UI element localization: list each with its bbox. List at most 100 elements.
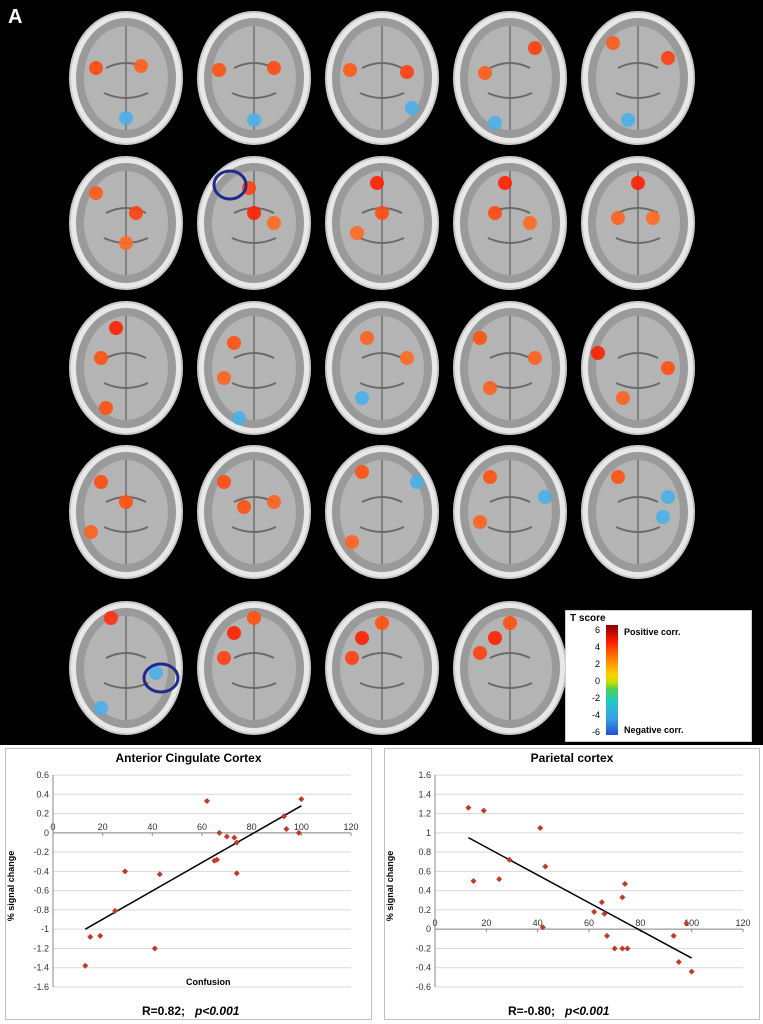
sulci	[359, 652, 405, 689]
data-point	[223, 833, 230, 840]
brain-slice	[322, 153, 443, 290]
y-tick-label: 1.6	[418, 770, 431, 780]
activation-blob	[94, 701, 108, 715]
data-point	[542, 863, 549, 870]
activation-blob	[410, 475, 424, 489]
data-point	[619, 945, 626, 952]
parietal-plot-area: -0.6-0.4-0.200.20.40.60.811.21.41.60 20 40…	[415, 770, 750, 992]
activation-blob	[400, 65, 414, 79]
activation-blob	[94, 475, 108, 489]
positive-corr-label: Positive corr.	[624, 627, 681, 637]
brain-slice	[66, 153, 187, 290]
activation-blob	[212, 63, 226, 77]
y-tick-label: -0.6	[415, 982, 431, 992]
brain-slice	[450, 442, 571, 579]
data-point	[537, 825, 544, 831]
brain-slice	[66, 442, 187, 579]
activation-blob	[616, 391, 630, 405]
y-tick-label: -0.4	[415, 963, 431, 973]
brain-slice	[194, 153, 315, 290]
activation-blob	[104, 611, 118, 625]
activation-blob	[621, 113, 635, 127]
data-point	[601, 910, 608, 917]
activation-blob	[267, 61, 281, 75]
activation-blob	[400, 351, 414, 365]
brain-slice-image	[325, 11, 439, 145]
sulci	[231, 652, 277, 689]
brain-slice-image	[197, 301, 311, 435]
x-tick-label: 0	[432, 918, 437, 928]
data-point	[283, 825, 290, 832]
colorbar-tick: 4	[594, 642, 600, 652]
activation-blob	[355, 391, 369, 405]
brain-slice-image	[69, 11, 183, 145]
activation-blob	[217, 651, 231, 665]
data-point	[122, 868, 129, 875]
chart-title: Anterior Cingulate Cortex	[115, 751, 262, 765]
data-point	[675, 958, 682, 965]
brain-slice	[450, 298, 571, 435]
activation-blob	[473, 515, 487, 529]
activation-blob	[656, 510, 670, 524]
y-tick-label: 0	[44, 828, 49, 838]
activation-blob	[360, 331, 374, 345]
sulci	[615, 352, 661, 389]
data-point	[203, 798, 210, 805]
activation-blob	[606, 36, 620, 50]
x-tick-label: 100	[684, 918, 699, 928]
activation-blob	[473, 646, 487, 660]
y-tick-label: -0.2	[33, 847, 49, 857]
data-point	[621, 880, 628, 887]
activation-blob	[661, 490, 675, 504]
y-tick-label: 0.4	[418, 886, 431, 896]
y-tick-label: 0.6	[418, 866, 431, 876]
chart2-stats-caption: R=-0.80; p<0.001	[508, 1004, 609, 1018]
x-tick-label: 60	[197, 822, 207, 832]
acc-plot-area: -1.6-1.4-1.2-1-0.8-0.6-0.4-0.200.20.40.6…	[33, 770, 358, 992]
sulci	[487, 496, 533, 533]
x-tick-label: 20	[481, 918, 491, 928]
colorbar-tick: 0	[594, 676, 600, 686]
activation-blob	[247, 113, 261, 127]
chart-title: Parietal cortex	[530, 751, 614, 765]
brain-slice	[194, 8, 315, 145]
y-tick-label: 1.2	[418, 809, 431, 819]
brain-slice-image	[581, 11, 695, 145]
activation-blob	[538, 490, 552, 504]
y-tick-label: 1	[426, 828, 431, 838]
x-tick-label: 80	[247, 822, 257, 832]
colorbar-gradient	[606, 625, 618, 735]
activation-blob	[478, 66, 492, 80]
brain-slice-image	[197, 156, 311, 290]
brain-slice	[322, 442, 443, 579]
brain-slice	[66, 598, 187, 735]
sulci	[487, 652, 533, 689]
x-tick-label: 100	[294, 822, 309, 832]
y-tick-label: -0.6	[33, 886, 49, 896]
brain-slice	[578, 153, 699, 290]
data-point	[688, 968, 695, 975]
brain-slice-image	[453, 156, 567, 290]
data-point	[151, 945, 158, 952]
activation-blob	[523, 216, 537, 230]
brain-slice-image	[197, 601, 311, 735]
brain-slice-image	[453, 301, 567, 435]
activation-blob	[247, 611, 261, 625]
brain-slice	[578, 442, 699, 579]
brain-slice	[194, 442, 315, 579]
data-point	[470, 878, 477, 884]
colorbar-tick: -2	[591, 693, 600, 703]
data-point	[683, 920, 690, 927]
data-point	[611, 945, 618, 952]
brain-slice	[322, 598, 443, 735]
brain-slice	[322, 298, 443, 435]
brain-slice	[578, 298, 699, 435]
activation-blob	[89, 61, 103, 75]
brain-slice	[194, 598, 315, 735]
t-score-colorbar: T score 6 4 2 0 -2 -4 -6 Positive corr. …	[565, 610, 752, 742]
activation-blob	[375, 616, 389, 630]
activation-blob	[405, 101, 419, 115]
data-point	[112, 907, 119, 914]
brain-slice	[578, 8, 699, 145]
y-tick-label: 0	[426, 924, 431, 934]
